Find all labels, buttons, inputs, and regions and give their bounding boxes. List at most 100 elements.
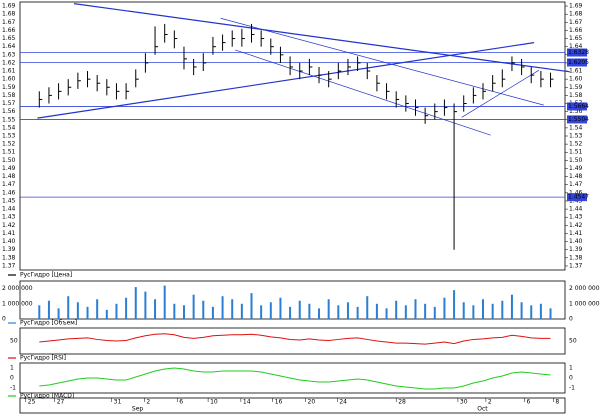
x-tick-label: 31 (114, 399, 122, 406)
y-tick-label: 1.53 (2, 133, 16, 140)
legend-label: РусГидро [MACD] (20, 393, 74, 400)
y-tick-label: 1.52 (2, 141, 16, 148)
macd-tick-label: -1 (569, 385, 575, 392)
y-tick-label: 1.48 (569, 173, 583, 180)
volume-bar (424, 303, 427, 319)
y-tick-label: 1.42 (569, 222, 583, 229)
volume-bar (501, 300, 504, 319)
y-tick-label: 1.67 (2, 19, 16, 26)
volume-bar (520, 302, 523, 319)
trend-line (73, 3, 570, 73)
y-tick-label: 1.69 (569, 3, 583, 10)
y-tick-label: 1.60 (2, 76, 16, 83)
volume-bar (67, 296, 70, 319)
level-label: 1.4547 (568, 194, 589, 201)
y-tick-label: 1.68 (2, 11, 16, 18)
y-tick-label: 1.64 (569, 43, 583, 50)
macd-line (39, 367, 551, 390)
y-tick-label: 1.40 (2, 238, 16, 245)
volume-tick-label: 1 000 000 (569, 300, 600, 307)
rsi-tick-label: 50 (569, 338, 577, 345)
volume-panel (19, 280, 566, 320)
volume-bar (269, 302, 272, 319)
y-tick-label: 1.57 (2, 100, 16, 107)
volume-bar (395, 300, 398, 319)
volume-bar (115, 303, 118, 319)
y-tick-label: 1.54 (569, 124, 583, 131)
volume-tick-label: 0 (569, 316, 573, 323)
macd-tick-label: 1 (10, 365, 14, 372)
volume-bar (385, 308, 388, 319)
volume-bar (327, 299, 330, 319)
volume-bar (289, 306, 292, 319)
y-tick-label: 1.50 (2, 157, 16, 164)
x-tick-label: 2 (488, 399, 492, 406)
volume-bar (260, 305, 263, 319)
y-tick-label: 1.62 (2, 59, 16, 66)
level-label: 1.6205 (568, 59, 589, 66)
y-tick-label: 1.59 (2, 84, 16, 91)
volume-bar (240, 303, 243, 319)
y-tick-label: 1.51 (2, 149, 16, 156)
y-tick-label: 1.44 (569, 206, 583, 213)
price-panel (19, 1, 566, 271)
y-tick-label: 1.58 (569, 92, 583, 99)
level-label: 1.6328 (568, 49, 589, 56)
volume-bar (308, 303, 311, 319)
x-tick-label: 25 (28, 399, 36, 406)
volume-tick-label: 2 000 000 (2, 285, 33, 292)
volume-bar (356, 306, 359, 319)
level-box (567, 115, 587, 124)
date-axis (19, 397, 566, 414)
volume-bar (433, 306, 436, 319)
y-tick-label: 1.41 (569, 230, 583, 237)
y-tick-label: 1.65 (569, 35, 583, 42)
rsi-panel (19, 327, 566, 355)
volume-bar (125, 297, 128, 319)
volume-bar (510, 294, 513, 319)
volume-bar (375, 303, 378, 319)
y-tick-label: 1.61 (2, 68, 16, 75)
y-tick-label: 1.46 (2, 189, 16, 196)
y-tick-label: 1.59 (569, 84, 583, 91)
level-box (567, 193, 587, 202)
y-tick-label: 1.66 (2, 27, 16, 34)
y-tick-label: 1.55 (2, 116, 16, 123)
y-tick-label: 1.39 (2, 246, 16, 253)
volume-bar (472, 305, 475, 319)
x-tick-label: 30 (460, 399, 468, 406)
volume-bar (491, 303, 494, 319)
volume-bar (202, 300, 205, 319)
rsi-line (39, 333, 551, 345)
legend-label: РусГидро [Объем] (20, 320, 77, 327)
volume-bar (96, 299, 99, 319)
volume-bar (250, 293, 253, 319)
x-tick-label: 2 (146, 399, 150, 406)
y-tick-label: 1.38 (569, 254, 583, 261)
y-tick-label: 1.54 (2, 124, 16, 131)
x-tick-label: 6 (179, 399, 183, 406)
volume-bar (57, 308, 60, 319)
level-label: 1.5504 (568, 116, 589, 123)
y-tick-label: 1.49 (2, 165, 16, 172)
legend-label: РусГидро [RSI] (20, 355, 66, 362)
volume-bar (211, 306, 214, 319)
volume-bar (154, 299, 157, 319)
y-tick-label: 1.38 (2, 254, 16, 261)
y-tick-label: 1.60 (569, 76, 583, 83)
volume-bar (530, 305, 533, 319)
volume-bar (134, 287, 137, 319)
x-tick-label: 6 (526, 399, 530, 406)
volume-bar (414, 299, 417, 319)
volume-bar (163, 285, 166, 319)
volume-bar (182, 305, 185, 319)
volume-bar (192, 294, 195, 319)
macd-tick-label: 0 (569, 375, 573, 382)
y-tick-label: 1.52 (569, 141, 583, 148)
trend-line (37, 42, 535, 119)
rsi-tick-label: 50 (10, 338, 18, 345)
volume-bar (453, 290, 456, 319)
volume-bar (549, 308, 552, 319)
y-tick-label: 1.43 (2, 214, 16, 221)
